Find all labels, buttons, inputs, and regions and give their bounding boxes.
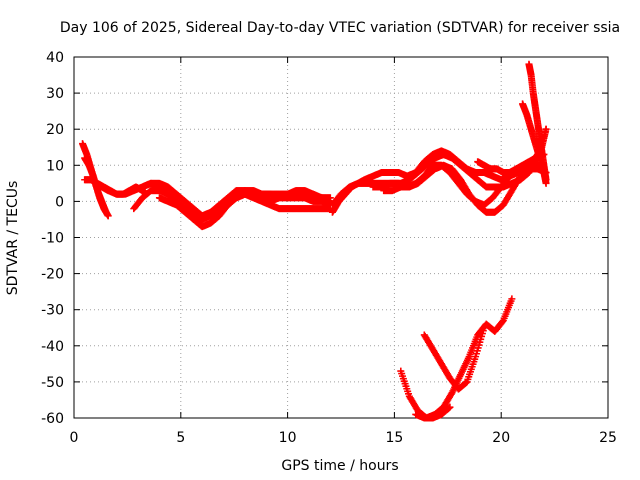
data-series [397, 295, 516, 422]
y-tick-label: -20 [41, 267, 64, 283]
y-tick-label: -10 [41, 231, 64, 247]
y-axis-label: SDTVAR / TECUs [5, 181, 21, 296]
axis-ticks: 0 5 10 15 20 25 40 30 20 10 0 -10 -20 -30 -40 -50 -60 [41, 50, 617, 446]
y-tick-label: 20 [46, 122, 64, 138]
data-point [542, 125, 550, 133]
data-series [474, 125, 550, 177]
y-tick-label: 0 [55, 194, 64, 210]
x-tick-label: 0 [70, 430, 79, 446]
data-series [420, 324, 488, 393]
data-series [412, 403, 454, 422]
data-point [326, 194, 334, 202]
x-tick-label: 15 [385, 430, 403, 446]
y-tick-label: 30 [46, 86, 64, 102]
y-tick-label: 10 [46, 158, 64, 174]
y-tick-label: -40 [41, 339, 64, 355]
data-series [525, 60, 550, 184]
data-point [508, 295, 516, 303]
data-point [542, 176, 550, 184]
y-tick-label: -60 [41, 411, 64, 427]
x-tick-label: 25 [599, 430, 617, 446]
data-point [446, 403, 454, 411]
y-tick-label: -30 [41, 303, 64, 319]
chart-title: Day 106 of 2025, Sidereal Day-to-day VTE… [60, 20, 620, 36]
data-point [480, 324, 488, 332]
y-tick-label: -50 [41, 375, 64, 391]
data-point [104, 212, 112, 220]
x-tick-label: 10 [279, 430, 297, 446]
x-tick-label: 5 [176, 430, 185, 446]
x-axis-label: GPS time / hours [281, 458, 398, 474]
y-tick-label: 40 [46, 50, 64, 66]
data-points [79, 60, 550, 422]
x-tick-label: 20 [492, 430, 510, 446]
data-point [102, 208, 110, 216]
data-series [138, 179, 334, 220]
